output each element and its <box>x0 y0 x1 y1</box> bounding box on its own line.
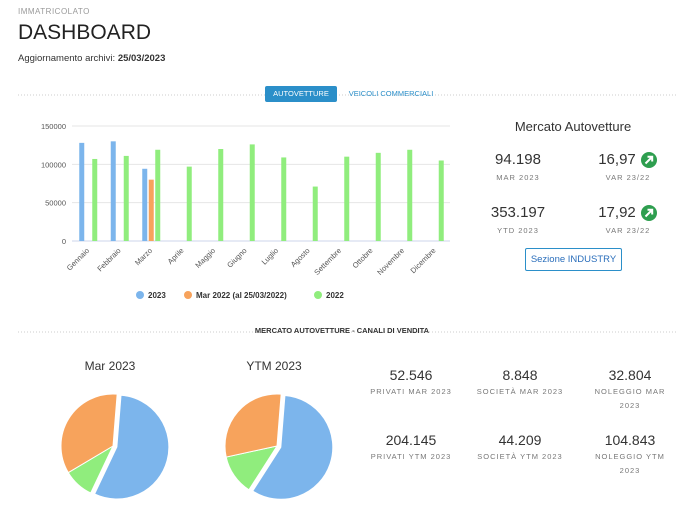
bar <box>92 158 98 241</box>
bar <box>155 149 161 241</box>
bar <box>312 186 318 241</box>
tab-active[interactable]: AUTOVETTURE <box>265 86 337 102</box>
x-tick-label: Marzo <box>133 246 154 267</box>
kpi-value: 16,97 <box>598 151 636 168</box>
kpi-label: VAR 23/22 <box>605 173 651 182</box>
x-tick-label: Luglio <box>260 246 281 267</box>
bar <box>218 149 224 241</box>
pie-slice <box>252 394 334 500</box>
bar <box>123 155 129 241</box>
y-tick-label: 50000 <box>45 199 66 208</box>
legend-swatch <box>184 291 192 299</box>
bar <box>281 157 287 241</box>
kpi-value: 204.145 <box>385 432 437 448</box>
bar <box>186 166 192 241</box>
x-tick-label: Aprile <box>166 246 186 266</box>
page-title: DASHBOARD <box>18 21 152 44</box>
kpi-label: PRIVATI MAR 2023 <box>370 387 452 396</box>
kpi-label: SOCIETÀ MAR 2023 <box>476 387 564 396</box>
kpi-value: 104.843 <box>604 432 656 448</box>
kpi-value: 8.848 <box>502 367 538 383</box>
bar <box>148 179 154 241</box>
x-tick-label: Gennaio <box>65 246 91 272</box>
bar <box>375 152 381 241</box>
legend-swatch <box>314 291 322 299</box>
kpi-label: PRIVATI YTM 2023 <box>370 452 452 461</box>
section-title: MERCATO AUTOVETTURE - CANALI DI VENDITA <box>254 326 430 335</box>
bar <box>344 156 350 241</box>
kpi-value: 32.804 <box>608 367 652 383</box>
legend-label: Mar 2022 (al 25/03/2022) <box>196 291 287 300</box>
pie-slice <box>224 393 282 458</box>
kpi-label: SOCIETÀ YTM 2023 <box>477 452 563 461</box>
kpi-label: NOLEGGIO YTM 2023 <box>595 452 665 475</box>
kpi-label: MAR 2023 <box>496 173 540 182</box>
x-tick-label: Ottobre <box>351 246 375 270</box>
update-date: 25/03/2023 <box>117 53 166 64</box>
bar <box>407 149 413 241</box>
x-tick-label: Dicembre <box>409 246 438 275</box>
bar <box>142 168 148 241</box>
pie-title: YTM 2023 <box>246 359 302 373</box>
update-info: Aggiornamento archivi: 25/03/2023 <box>18 53 165 64</box>
y-tick-label: 0 <box>62 237 66 246</box>
update-label: Aggiornamento archivi: <box>18 53 116 64</box>
kpi-value: 52.546 <box>389 367 433 383</box>
kpi-value: 353.197 <box>490 204 546 221</box>
x-tick-label: Novembre <box>375 246 406 277</box>
kpi-label: VAR 23/22 <box>605 226 651 235</box>
x-tick-label: Agosto <box>289 246 312 269</box>
bar <box>249 144 255 241</box>
kpi-value: 17,92 <box>598 204 636 221</box>
x-tick-label: Maggio <box>193 246 217 270</box>
kpi-value: 94.198 <box>495 151 541 168</box>
x-tick-label: Febbraio <box>95 246 122 273</box>
tab[interactable]: VEICOLI COMMERCIALI <box>348 89 434 98</box>
bar <box>438 160 444 241</box>
trend-up-icon <box>641 152 657 168</box>
kpi-label: YTD 2023 <box>497 226 539 235</box>
kpi-label: NOLEGGIO MAR 2023 <box>594 387 666 410</box>
pie-slice <box>93 394 170 500</box>
pie-title: Mar 2023 <box>85 359 136 373</box>
legend-swatch <box>136 291 144 299</box>
y-tick-label: 100000 <box>41 160 66 169</box>
legend-label: 2023 <box>148 291 166 300</box>
panel-title: Mercato Autovetture <box>514 119 632 134</box>
x-tick-label: Settembre <box>312 246 343 277</box>
trend-up-icon <box>641 205 657 221</box>
kpi-value: 44.209 <box>498 432 542 448</box>
bar <box>110 141 116 241</box>
y-tick-label: 150000 <box>41 122 66 131</box>
industry-button[interactable]: Sezione INDUSTRY <box>525 248 622 271</box>
pie-slice <box>60 393 118 474</box>
bar <box>79 142 85 241</box>
section-label: IMMATRICOLATO <box>18 7 90 16</box>
legend-label: 2022 <box>326 291 344 300</box>
x-tick-label: Giugno <box>225 246 248 269</box>
